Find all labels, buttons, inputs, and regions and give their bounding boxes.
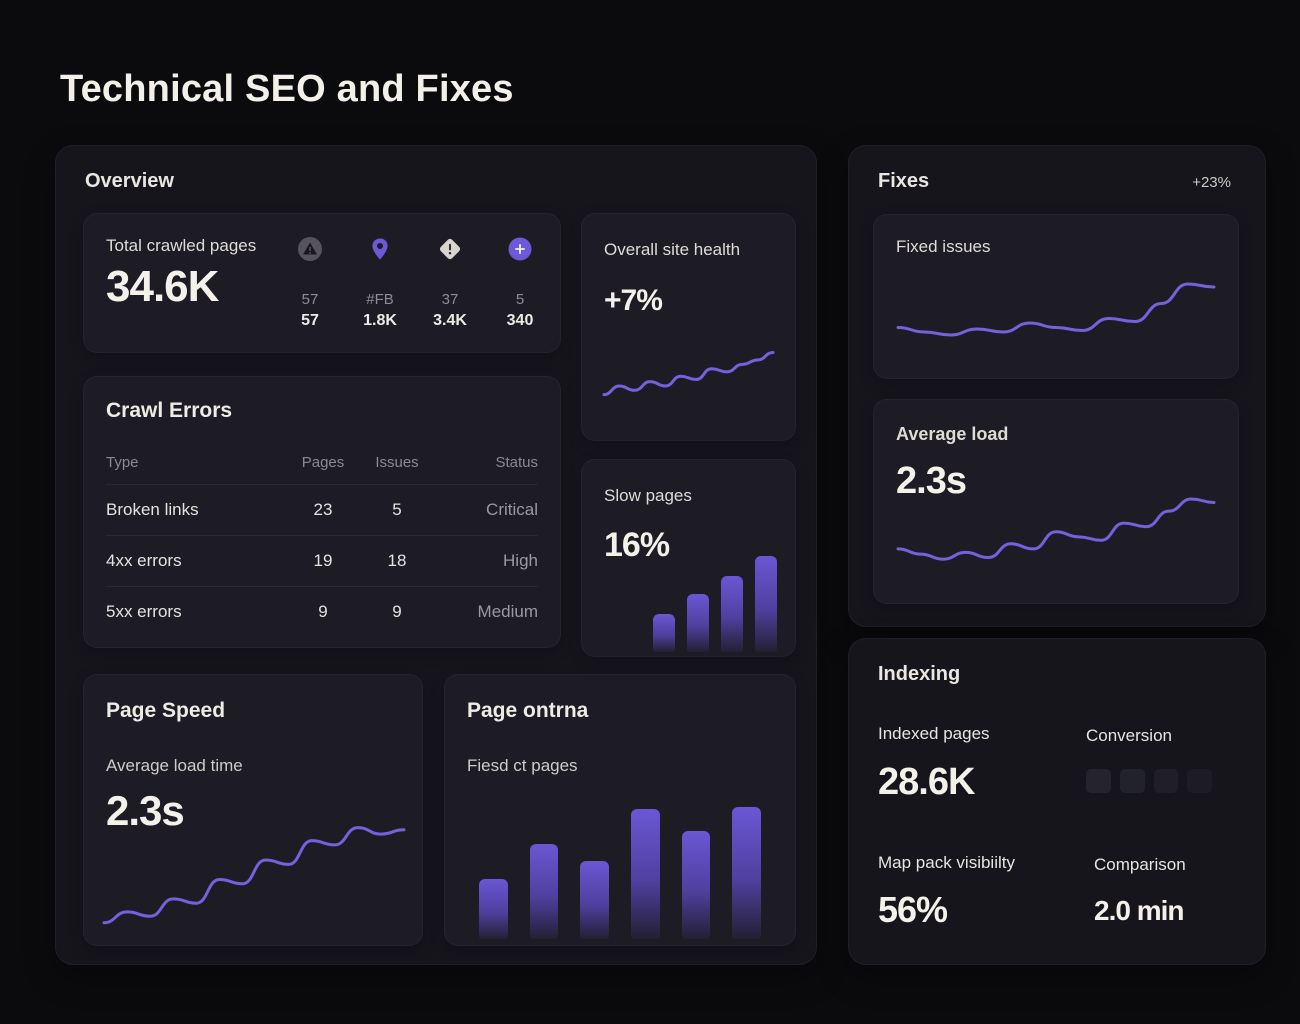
alert-diamond-icon (437, 236, 463, 267)
crawl-stats: 57 57 #FB 1.8K 37 3.4K (286, 236, 544, 330)
page-speed-sublabel: Average load time (106, 756, 243, 775)
slow-pages-label: Slow pages (604, 486, 692, 505)
stat-bottom-value: 3.4K (433, 312, 467, 329)
fixes-delta-badge: +23% (1192, 174, 1231, 191)
cell-type: 5xx errors (106, 602, 182, 621)
page-errors-sublabel: Fiesd ct pages (467, 756, 578, 775)
stat-top-value: 5 (515, 291, 525, 308)
overview-panel: Overview Total crawled pages 34.6K 57 57… (55, 145, 817, 965)
fixed-issues-card: Fixed issues (873, 214, 1239, 379)
col-status: Status (495, 454, 538, 471)
slow-pages-card: Slow pages 16% (581, 459, 796, 657)
comparison-value: 2.0 min (1094, 895, 1184, 926)
indexing-panel: Indexing Indexed pages 28.6K Conversion … (848, 638, 1266, 965)
warning-triangle-icon (297, 236, 323, 267)
fixed-issues-label: Fixed issues (896, 237, 991, 256)
conversion-label: Conversion (1086, 726, 1172, 745)
fixed-issues-sparkline (896, 273, 1216, 352)
table-row: 4xx errors 19 18 High (106, 535, 538, 586)
site-health-value: +7% (604, 284, 663, 317)
stat-additions: 5 340 (496, 236, 544, 330)
page-errors-bar-chart (479, 799, 762, 939)
cell-status: High (503, 551, 538, 570)
table-row: 5xx errors 9 9 Medium (106, 586, 538, 637)
stat-alerts: 37 3.4K (426, 236, 474, 330)
table-row: Broken links 23 5 Critical (106, 484, 538, 535)
total-crawled-card: Total crawled pages 34.6K 57 57 #FB 1.8K (83, 213, 561, 353)
comparison-label: Comparison (1094, 855, 1186, 874)
cell-pages: 19 (313, 551, 333, 570)
conversion-bar-chart (1086, 769, 1212, 793)
site-health-sparkline (602, 344, 775, 402)
overview-panel-title: Overview (85, 170, 174, 192)
fixes-panel-title: Fixes (878, 170, 930, 192)
crawl-errors-table: Type Pages Issues Status Broken links 23… (106, 445, 538, 637)
cell-type: Broken links (106, 500, 199, 519)
stat-locations: #FB 1.8K (356, 236, 404, 330)
plus-circle-icon (507, 236, 533, 267)
cell-status: Critical (486, 500, 538, 519)
slow-pages-bar-chart (653, 552, 777, 652)
page-speed-card: Page Speed Average load time 2.3s (83, 674, 423, 946)
table-header: Type Pages Issues Status (106, 445, 538, 484)
total-crawled-label: Total crawled pages (106, 236, 257, 255)
average-load-label: Average load (896, 424, 1009, 444)
cell-issues: 18 (387, 551, 407, 570)
crawl-errors-title: Crawl Errors (106, 399, 233, 422)
stat-top-value: 37 (441, 291, 459, 308)
stat-top-value: #FB (366, 291, 394, 308)
cell-pages: 23 (313, 500, 333, 519)
page-title: Technical SEO and Fixes (60, 68, 514, 110)
fixes-panel: Fixes +23% Fixed issues Average load 2.3… (848, 145, 1266, 627)
stat-warnings: 57 57 (286, 236, 334, 330)
page-speed-sparkline (102, 817, 406, 929)
page-speed-value: 2.3s (106, 787, 185, 834)
cell-issues: 5 (392, 500, 402, 519)
page-errors-card: Page ontrna Fiesd ct pages (444, 674, 796, 946)
stat-bottom-value: 340 (506, 312, 534, 329)
site-health-card: Overall site health +7% (581, 213, 796, 441)
col-type: Type (106, 454, 139, 471)
cell-type: 4xx errors (106, 551, 182, 570)
site-health-label: Overall site health (604, 240, 741, 259)
indexed-pages-value: 28.6K (878, 761, 975, 803)
average-load-card: Average load 2.3s (873, 399, 1239, 604)
indexing-panel-title: Indexing (878, 663, 961, 685)
cell-issues: 9 (392, 602, 402, 621)
col-issues: Issues (375, 454, 419, 471)
cell-pages: 9 (318, 602, 328, 621)
stat-bottom-value: 57 (301, 312, 319, 329)
cell-status: Medium (477, 602, 538, 621)
col-pages: Pages (301, 454, 345, 471)
map-pack-value: 56% (878, 889, 948, 930)
location-pin-icon (367, 236, 393, 267)
slow-pages-value: 16% (604, 526, 670, 564)
average-load-value: 2.3s (896, 460, 967, 502)
total-crawled-value: 34.6K (106, 262, 219, 311)
stat-top-value: 57 (301, 291, 319, 308)
average-load-sparkline (896, 485, 1216, 575)
indexed-pages-label: Indexed pages (878, 724, 990, 743)
crawl-errors-card: Crawl Errors Type Pages Issues Status Br… (83, 376, 561, 648)
page-speed-title: Page Speed (106, 699, 226, 722)
map-pack-label: Map pack visibiilty (878, 853, 1015, 872)
stat-bottom-value: 1.8K (363, 312, 397, 329)
page-errors-title: Page ontrna (467, 699, 589, 722)
